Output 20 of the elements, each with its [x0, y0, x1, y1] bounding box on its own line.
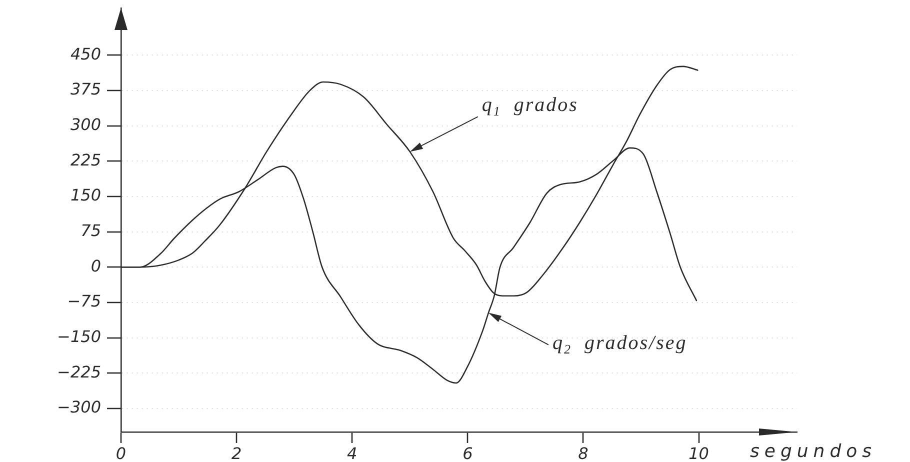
y-tick-label: 75	[80, 220, 101, 240]
x-tick-label: 2	[231, 444, 242, 462]
x-tick-label: 4	[347, 444, 358, 462]
y-tick-label: 225	[70, 150, 101, 170]
x-tick-label: 8	[578, 444, 588, 462]
y-tick-label: −225	[57, 362, 101, 382]
legend-label: q$_{2}$ grados/seg	[552, 332, 688, 356]
text: q$_{1}$ grados	[482, 94, 578, 118]
y-tick-label: −300	[57, 398, 101, 417]
x-tick-label: 6	[462, 444, 473, 462]
x-tick-label: 10	[688, 444, 709, 462]
y-tick-label: 0	[90, 256, 101, 276]
y-tick-label: 375	[70, 80, 101, 99]
y-tick-label: −75	[67, 292, 101, 311]
x-tick-label: 0	[116, 444, 126, 462]
y-tick-label: −150	[57, 326, 101, 346]
x-axis-title: segundos	[750, 441, 877, 462]
y-tick-label: 450	[70, 44, 101, 64]
y-tick-label: 300	[70, 114, 101, 134]
y-tick-label: 150	[70, 186, 101, 205]
